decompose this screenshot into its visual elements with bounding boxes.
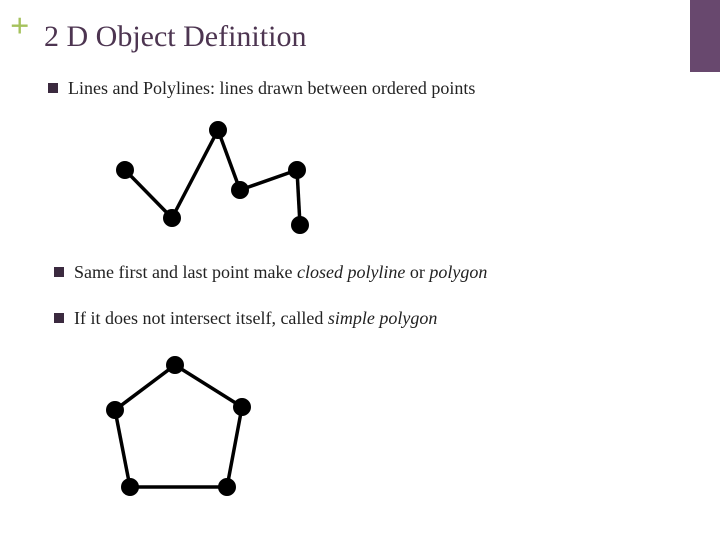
node [234, 399, 251, 416]
edge [240, 170, 297, 190]
slide-title: 2 D Object Definition [44, 20, 306, 54]
bullet-text: Same first and last point make closed po… [74, 262, 487, 283]
bullet-text: Lines and Polylines: lines drawn between… [68, 78, 475, 99]
bullet-text: If it does not intersect itself, called … [74, 308, 437, 329]
bullet-marker-icon [54, 313, 64, 323]
bullet-item: Same first and last point make closed po… [54, 262, 487, 283]
node [292, 217, 309, 234]
plus-icon: + [10, 10, 29, 44]
edge [115, 410, 130, 487]
node [164, 210, 181, 227]
accent-box [690, 0, 720, 72]
bullet-marker-icon [54, 267, 64, 277]
edge [125, 170, 172, 218]
polygon-diagram [95, 345, 270, 515]
node [167, 357, 184, 374]
node [107, 402, 124, 419]
node [122, 479, 139, 496]
bullet-item: Lines and Polylines: lines drawn between… [48, 78, 475, 99]
edge [227, 407, 242, 487]
edge [115, 365, 175, 410]
node [117, 162, 134, 179]
bullet-marker-icon [48, 83, 58, 93]
node [219, 479, 236, 496]
edge [172, 130, 218, 218]
edge [175, 365, 242, 407]
bullet-item: If it does not intersect itself, called … [54, 308, 437, 329]
node [210, 122, 227, 139]
edge [218, 130, 240, 190]
node [289, 162, 306, 179]
node [232, 182, 249, 199]
polyline-diagram [100, 110, 330, 240]
